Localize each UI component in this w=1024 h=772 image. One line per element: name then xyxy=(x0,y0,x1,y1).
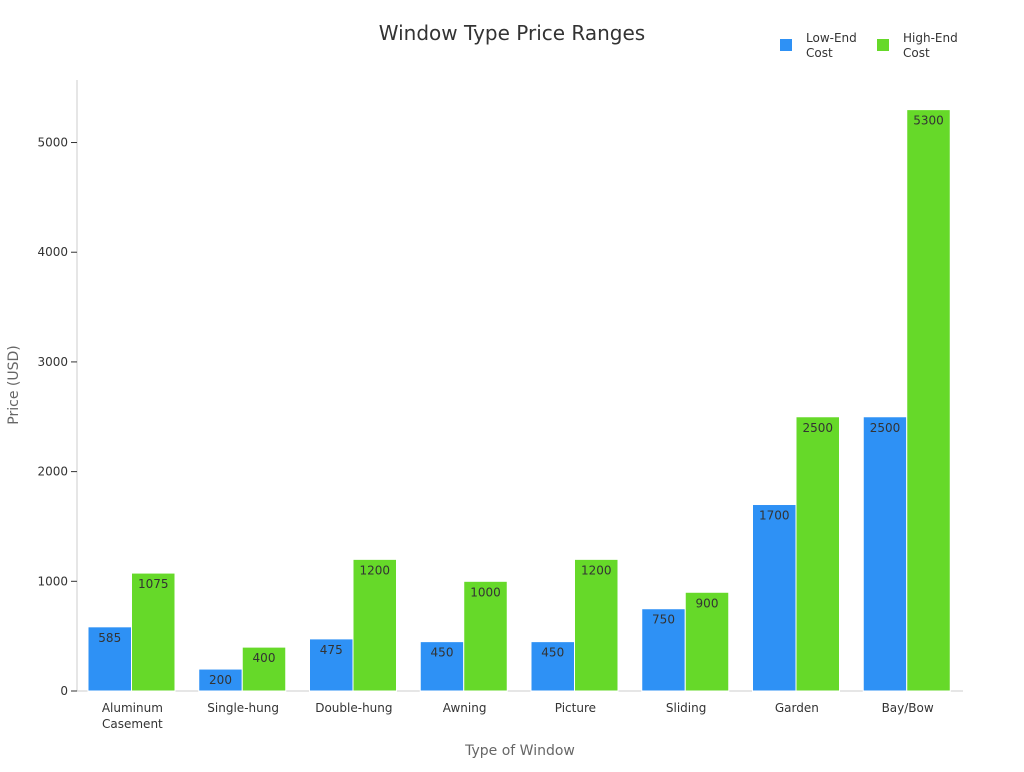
bar-aluminum-casement-series-2 xyxy=(131,572,176,692)
bar-value-label: 900 xyxy=(696,596,719,610)
chart-legend: Low-End Cost High-End Cost xyxy=(780,31,958,60)
bar-value-label: 450 xyxy=(431,646,454,660)
bar-value-label: 2500 xyxy=(802,421,833,435)
bar-value-label: 1200 xyxy=(359,563,390,577)
x-tick-label: Garden xyxy=(775,701,819,715)
bar-bay-bow-series-2 xyxy=(906,109,951,692)
legend-label-series-1: Low-End Cost xyxy=(806,31,857,60)
bar-value-label: 1700 xyxy=(759,509,790,523)
bar-value-label: 5300 xyxy=(913,114,944,128)
bar-picture-series-2 xyxy=(574,558,619,692)
legend-label-series-2: High-End Cost xyxy=(903,31,958,60)
legend-swatch-series-1 xyxy=(780,39,792,51)
bar-double-hung-series-1 xyxy=(309,638,354,692)
bar-value-label: 585 xyxy=(98,631,121,645)
x-axis-title: Type of Window xyxy=(464,743,575,759)
bar-value-label: 200 xyxy=(209,673,232,687)
bar-picture-series-1 xyxy=(530,641,575,692)
bar-garden-series-2 xyxy=(795,416,840,692)
x-tick-label: Awning xyxy=(443,701,487,715)
bar-garden-series-1 xyxy=(752,504,797,692)
bar-value-label: 750 xyxy=(652,613,675,627)
bar-value-label: 1200 xyxy=(581,563,612,577)
x-tick-label: Picture xyxy=(555,701,596,715)
bar-value-label: 400 xyxy=(253,651,276,665)
bar-double-hung-series-2 xyxy=(352,558,397,692)
bar-single-hung-series-2 xyxy=(241,646,287,692)
chart-title: Window Type Price Ranges xyxy=(379,21,645,45)
bar-value-label: 2500 xyxy=(870,421,901,435)
x-tick-label: Aluminum Casement xyxy=(102,701,163,731)
y-axis: 0 1000 2000 3000 4000 5000 xyxy=(37,80,78,698)
x-axis: Aluminum Casement Single-hung Double-hung Aw… xyxy=(77,690,963,731)
y-tick-label: 5000 xyxy=(37,136,68,150)
bar-value-label: 1075 xyxy=(138,577,169,591)
y-axis-title: Price (USD) xyxy=(6,345,22,424)
x-tick-label: Double-hung xyxy=(315,701,392,715)
bar-awning-series-1 xyxy=(419,641,465,692)
y-tick-label: 4000 xyxy=(37,245,68,259)
bar-value-label: 1000 xyxy=(470,585,501,599)
y-tick-label: 1000 xyxy=(37,574,68,588)
bar-awning-series-2 xyxy=(463,580,508,692)
bars-group: 585 1075 200 400 475 1200 450 1000 450 1200 750 900… xyxy=(87,109,951,692)
bar-sliding-series-2 xyxy=(684,591,730,692)
y-tick-label: 3000 xyxy=(37,355,68,369)
x-tick-label: Bay/Bow xyxy=(882,701,934,715)
bar-value-label: 450 xyxy=(541,646,564,660)
bar-aluminum-casement-series-1 xyxy=(87,626,132,692)
x-tick-label: Single-hung xyxy=(207,701,279,715)
x-tick-label: Sliding xyxy=(666,701,706,715)
y-tick-label: 2000 xyxy=(37,465,68,479)
legend-swatch-series-2 xyxy=(877,39,889,51)
y-tick-label: 0 xyxy=(60,684,68,698)
bar-value-label: 475 xyxy=(320,643,343,657)
bar-bay-bow-series-1 xyxy=(862,416,908,692)
